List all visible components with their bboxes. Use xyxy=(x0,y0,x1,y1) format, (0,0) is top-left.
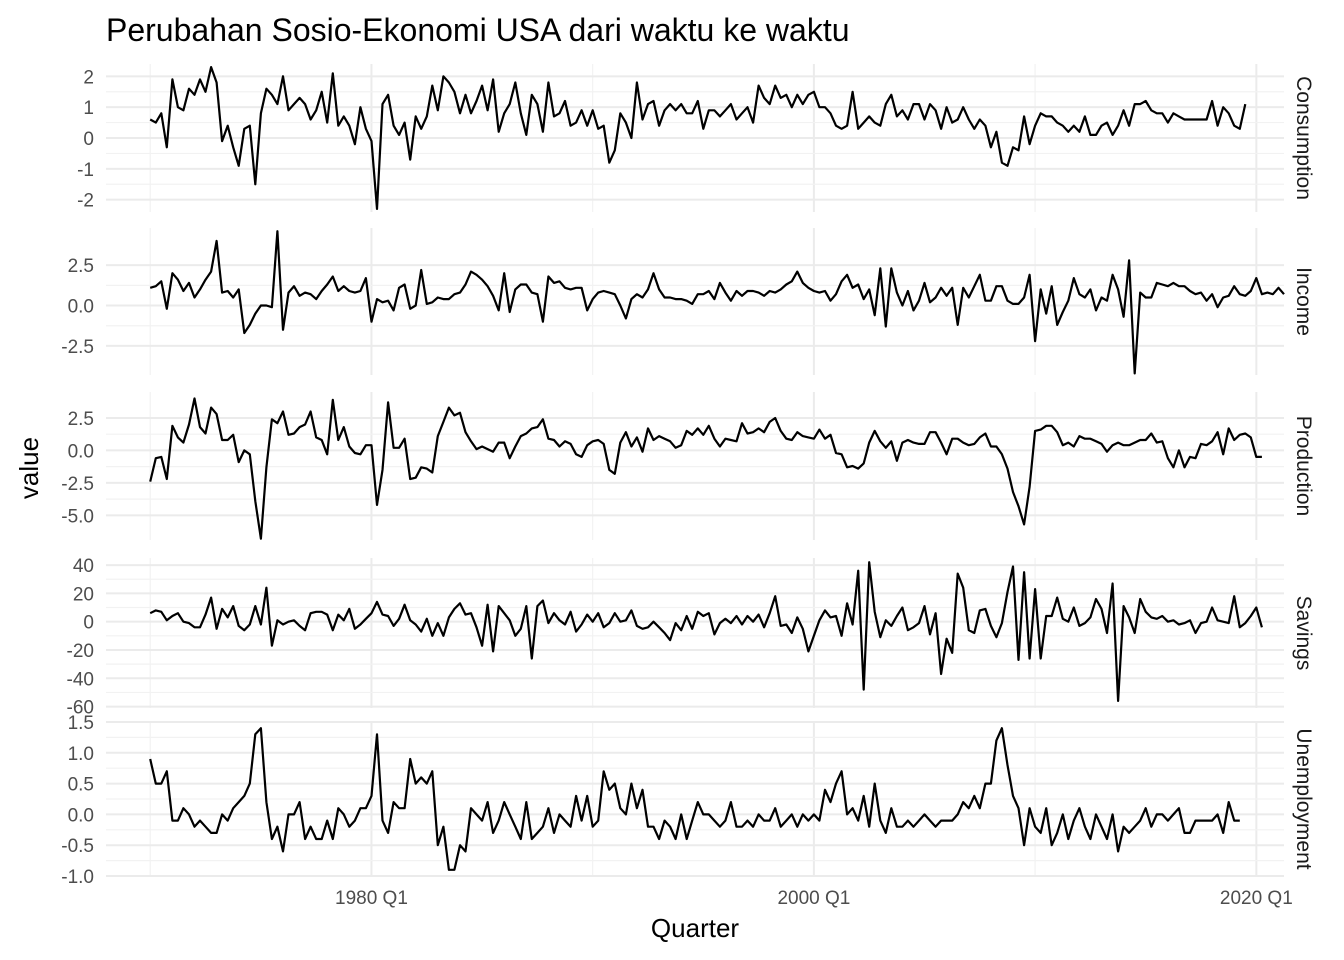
facet-panel-income: 2.5 0.0 -2.5 Income xyxy=(61,228,1315,375)
series-line-production xyxy=(149,397,1262,540)
facet-strip-label: Income xyxy=(1292,267,1315,336)
y-tick-label: -2.5 xyxy=(61,337,94,358)
y-tick-label: -1.0 xyxy=(61,867,94,888)
y-tick-label: 2.5 xyxy=(68,409,94,430)
y-tick-label: 1.0 xyxy=(68,744,94,765)
y-tick-label: -2 xyxy=(77,191,94,212)
y-tick-label: 1 xyxy=(83,98,94,119)
facet-strip-label: Savings xyxy=(1292,596,1315,671)
y-tick-label: -20 xyxy=(67,641,94,662)
facet-panel-production: 2.5 0.0 -2.5 -5.0 Production xyxy=(61,392,1315,540)
y-tick-label: 1.5 xyxy=(68,713,94,734)
y-tick-label: -0.5 xyxy=(61,836,94,857)
y-tick-label: -1 xyxy=(77,160,94,181)
y-tick-label: 20 xyxy=(73,584,94,605)
series-line-income xyxy=(149,230,1285,375)
x-axis-ticks: 1980 Q1 2000 Q1 2020 Q1 xyxy=(335,888,1293,909)
x-axis-title: Quarter xyxy=(651,913,739,943)
y-tick-label: 40 xyxy=(73,556,94,577)
facet-panels: 2 1 0 -1 -2 Consumption 2.5 0.0 -2.5 Income 2.5 0.0… xyxy=(61,64,1315,888)
series-line-consumption xyxy=(149,65,1247,210)
y-tick-label: -60 xyxy=(67,698,94,719)
y-tick-label: 0.0 xyxy=(68,441,94,462)
y-tick-label: 0.0 xyxy=(68,805,94,826)
y-tick-label: 2 xyxy=(83,67,94,88)
y-axis-title: value xyxy=(14,437,44,499)
y-tick-label: -5.0 xyxy=(61,506,94,527)
y-tick-label: 0.0 xyxy=(68,297,94,318)
series-line-unemployment xyxy=(149,727,1240,871)
facet-strip-label: Unemployment xyxy=(1292,728,1315,869)
y-tick-label: 2.5 xyxy=(68,256,94,277)
facet-panel-consumption: 2 1 0 -1 -2 Consumption xyxy=(77,64,1315,212)
facet-strip-label: Production xyxy=(1292,416,1315,516)
x-tick-label: 2020 Q1 xyxy=(1220,888,1293,909)
facet-panel-unemployment: 1.5 1.0 0.5 0.0 -0.5 -1.0 Unemployment xyxy=(61,713,1315,888)
chart-title: Perubahan Sosio-Ekonomi USA dari waktu k… xyxy=(106,12,850,48)
y-tick-label: -2.5 xyxy=(61,474,94,495)
x-tick-label: 1980 Q1 xyxy=(335,888,408,909)
y-tick-label: 0 xyxy=(83,613,94,634)
y-tick-label: 0.5 xyxy=(68,775,94,796)
series-line-savings xyxy=(149,561,1263,703)
y-tick-label: -40 xyxy=(67,669,94,690)
y-tick-label: 0 xyxy=(83,129,94,150)
facet-panel-savings: 40 20 0 -20 -40 -60 Savings xyxy=(67,556,1315,719)
facet-strip-label: Consumption xyxy=(1292,76,1315,200)
x-tick-label: 2000 Q1 xyxy=(777,888,850,909)
